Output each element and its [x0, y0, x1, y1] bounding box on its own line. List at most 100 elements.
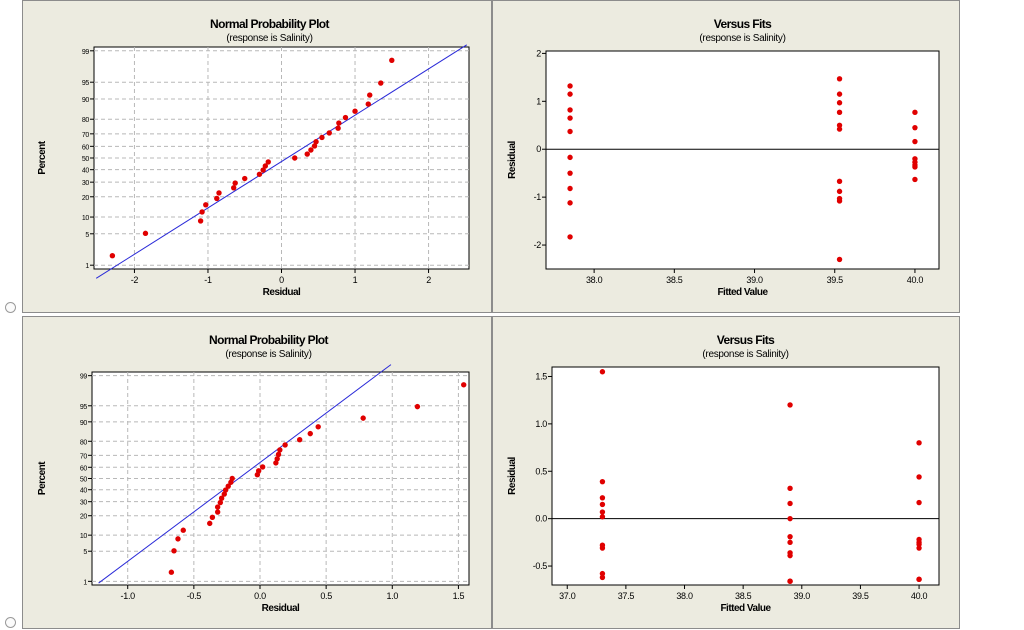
fitted-line	[98, 364, 392, 584]
x-axis-label: Fitted Value	[717, 287, 768, 298]
data-point	[787, 578, 793, 584]
data-point	[912, 176, 918, 183]
data-point	[599, 509, 606, 515]
versus-fits-plot-1-panel: Versus Fits (response is Salinity) 38.0 38.…	[492, 0, 960, 313]
y-tick-label: 50	[80, 477, 88, 484]
data-point	[912, 138, 918, 145]
data-point	[308, 147, 314, 153]
y-axis-label: Percent	[37, 140, 48, 174]
data-point	[222, 487, 229, 493]
data-point	[313, 139, 319, 145]
data-point	[599, 501, 606, 508]
plot-area	[91, 371, 470, 586]
x-tick-label: 1.5	[453, 591, 465, 601]
chart-title: Normal Probability Plot	[210, 17, 329, 31]
chart-title: Normal Probability Plot	[209, 333, 328, 347]
data-point	[255, 468, 262, 474]
y-tick-label: 80	[82, 117, 90, 124]
y-tick-label: 60	[82, 144, 90, 151]
y-tick-label: 0.5	[535, 466, 547, 476]
y-tick-label: 70	[80, 453, 88, 460]
data-point	[916, 474, 922, 480]
chart-subtitle: (response is Salinity)	[702, 349, 788, 360]
x-tick-label: 39.0	[794, 591, 811, 601]
data-point	[836, 100, 843, 106]
y-tick-label: 95	[82, 80, 90, 87]
answer-option-2-radio[interactable]	[5, 617, 16, 628]
data-point	[277, 447, 283, 453]
y-tick-label: 5	[85, 232, 89, 239]
data-point	[365, 101, 371, 107]
data-point	[265, 159, 271, 165]
data-point	[836, 109, 843, 116]
data-point	[567, 154, 573, 161]
y-tick-label: 80	[80, 439, 88, 446]
data-point	[378, 80, 384, 86]
y-tick-label: 30	[80, 500, 88, 507]
data-point	[567, 83, 573, 89]
versus-fits-plot-1: Versus Fits (response is Salinity) 38.0 38.…	[507, 17, 940, 298]
y-tick-label: 10	[80, 533, 88, 540]
x-tick-label: -0.5	[187, 591, 202, 601]
data-point	[311, 143, 318, 149]
y-tick-label: 70	[82, 132, 90, 139]
x-tick-label: 37.5	[618, 591, 635, 601]
chart-subtitle: (response is Salinity)	[226, 33, 312, 44]
y-axis-label: Residual	[507, 456, 518, 494]
data-point	[599, 570, 606, 577]
data-point	[203, 202, 209, 208]
data-point	[389, 57, 395, 64]
data-point	[599, 369, 606, 375]
data-point	[218, 495, 225, 501]
data-point	[567, 115, 573, 121]
answer-option-1-radio[interactable]	[5, 302, 16, 313]
normal-probability-plot-1: Normal Probability Plot (response is Sali…	[37, 17, 470, 298]
data-point	[836, 178, 843, 185]
x-tick-label: 0.0	[254, 591, 266, 601]
data-point	[274, 456, 280, 462]
x-tick-label: 37.0	[559, 591, 576, 601]
data-point	[209, 514, 216, 521]
data-point	[199, 209, 205, 215]
y-tick-label: 10	[82, 215, 90, 222]
y-axis-label: Percent	[37, 461, 48, 495]
data-point	[232, 180, 238, 186]
chart-title: Versus Fits	[717, 333, 775, 347]
data-point	[273, 460, 279, 466]
y-tick-label: -2	[534, 240, 542, 250]
data-point	[292, 155, 298, 161]
data-point	[262, 163, 269, 169]
data-point	[214, 509, 221, 515]
data-point	[787, 552, 793, 559]
data-point	[367, 92, 373, 98]
data-point	[912, 164, 918, 170]
data-point	[567, 200, 573, 206]
data-point	[836, 91, 843, 97]
data-point	[836, 256, 843, 263]
data-point	[231, 185, 237, 191]
data-point	[282, 442, 288, 448]
data-point	[414, 403, 421, 410]
y-axis-label: Residual	[507, 140, 518, 178]
normal-probability-plot-2: Normal Probability Plot (response is Sali…	[37, 333, 470, 614]
data-point	[229, 475, 235, 482]
data-point	[912, 124, 918, 131]
data-point	[304, 151, 310, 157]
data-point	[836, 122, 843, 128]
data-point	[225, 483, 231, 489]
chart-subtitle: (response is Salinity)	[699, 33, 785, 44]
data-point	[916, 576, 922, 583]
data-point	[315, 424, 321, 430]
y-tick-label: 40	[80, 488, 88, 495]
data-point	[171, 548, 177, 554]
data-point	[787, 539, 793, 546]
data-point	[259, 464, 266, 470]
data-point	[836, 198, 843, 204]
y-tick-label: 2	[536, 48, 541, 58]
x-axis-label: Residual	[263, 287, 301, 298]
data-point	[567, 170, 573, 176]
data-point	[836, 126, 843, 132]
y-tick-label: 60	[80, 465, 88, 472]
versus-fits-plot-2-panel: Versus Fits (response is Salinity) 37.0 37.…	[492, 316, 960, 629]
data-point	[216, 190, 222, 196]
